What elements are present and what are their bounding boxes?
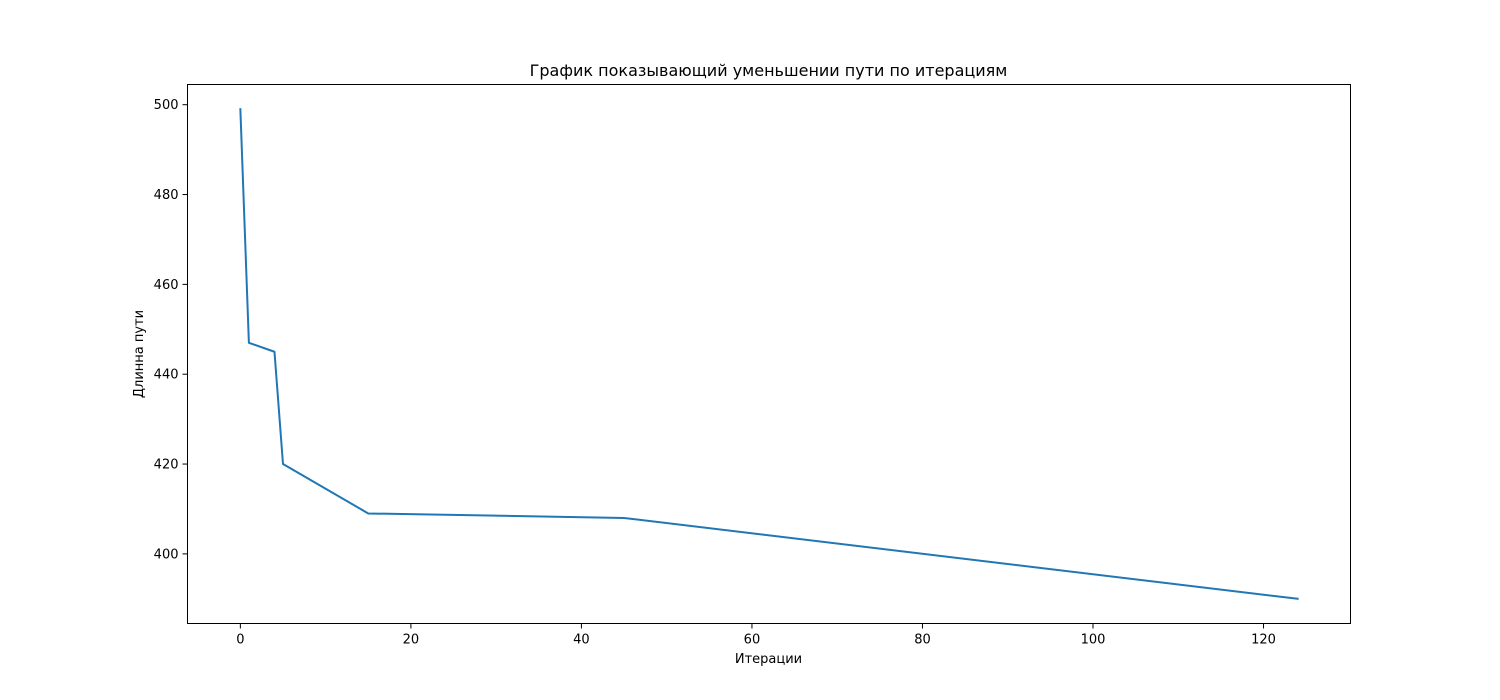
x-axis-ticks: 0 20 40 60 80 100 120 bbox=[236, 623, 1276, 648]
x-tick-label: 60 bbox=[744, 633, 761, 648]
y-tick-label: 400 bbox=[154, 547, 179, 562]
series-layer bbox=[239, 108, 1299, 600]
x-tick-label: 20 bbox=[403, 633, 420, 648]
x-axis-label: Итерации bbox=[735, 652, 802, 667]
chart-title: График показывающий уменьшении пути по и… bbox=[530, 61, 1008, 80]
series-line-0 bbox=[239, 108, 1299, 600]
plot-area-frame bbox=[187, 84, 1351, 624]
y-tick-label: 480 bbox=[154, 188, 179, 203]
x-tick-label: 80 bbox=[914, 633, 931, 648]
y-axis-ticks: 400 420 440 460 480 500 bbox=[154, 98, 188, 562]
x-tick-label: 0 bbox=[236, 633, 244, 648]
y-axis-label: Длинна пути bbox=[132, 310, 147, 398]
x-tick-label: 100 bbox=[1081, 633, 1106, 648]
x-tick-label: 40 bbox=[573, 633, 590, 648]
y-tick-label: 460 bbox=[154, 278, 179, 293]
y-tick-label: 420 bbox=[154, 458, 179, 473]
y-tick-label: 440 bbox=[154, 368, 179, 383]
y-tick-label: 500 bbox=[154, 98, 179, 113]
x-tick-label: 120 bbox=[1251, 633, 1276, 648]
